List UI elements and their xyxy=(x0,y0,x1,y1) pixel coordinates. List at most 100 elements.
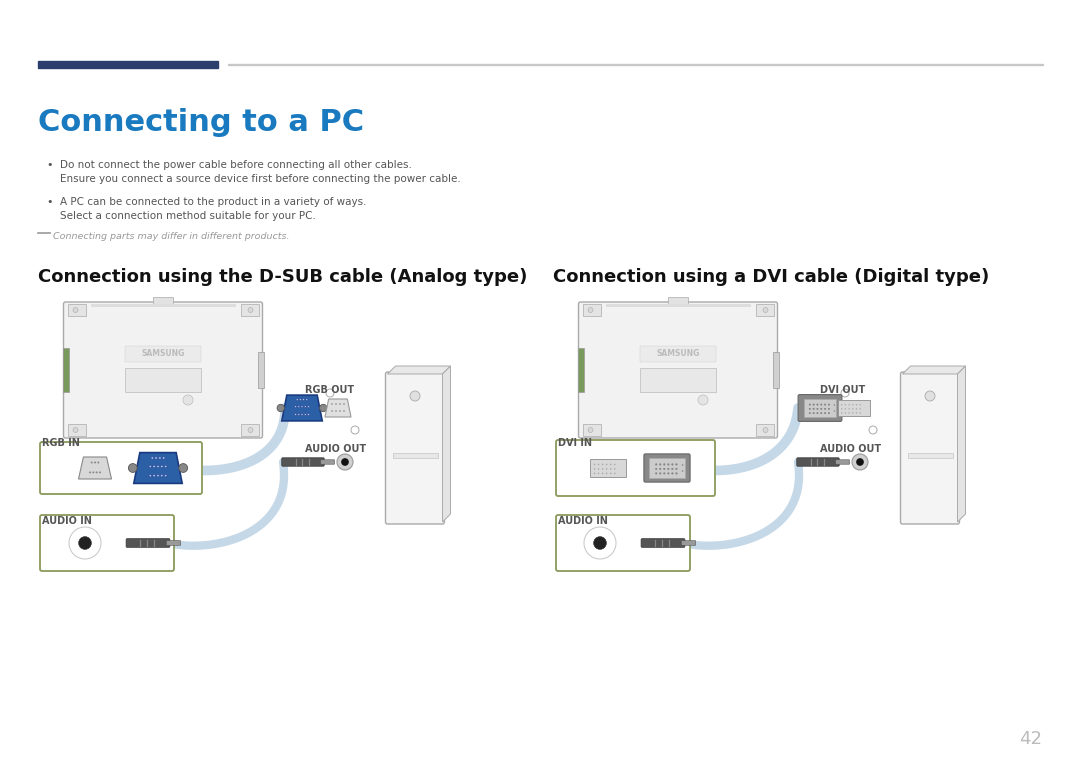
Circle shape xyxy=(924,391,935,401)
Circle shape xyxy=(606,472,607,475)
FancyBboxPatch shape xyxy=(64,302,262,438)
Circle shape xyxy=(681,470,684,472)
Circle shape xyxy=(343,403,345,405)
Bar xyxy=(67,424,85,436)
Circle shape xyxy=(660,468,661,470)
Circle shape xyxy=(698,395,708,405)
Circle shape xyxy=(594,468,595,470)
Circle shape xyxy=(660,464,661,465)
Circle shape xyxy=(660,472,661,475)
Circle shape xyxy=(73,307,78,313)
Text: A PC can be connected to the product in a variety of ways.: A PC can be connected to the product in … xyxy=(60,197,366,207)
Circle shape xyxy=(298,414,300,415)
Circle shape xyxy=(672,464,673,465)
Bar xyxy=(772,352,779,388)
Circle shape xyxy=(672,468,673,470)
Circle shape xyxy=(161,465,163,468)
Text: DVI IN: DVI IN xyxy=(558,438,592,448)
Circle shape xyxy=(602,468,604,470)
Circle shape xyxy=(813,408,814,410)
FancyBboxPatch shape xyxy=(166,541,180,546)
Bar xyxy=(582,424,600,436)
Circle shape xyxy=(869,426,877,434)
Circle shape xyxy=(597,468,599,470)
Bar xyxy=(606,304,751,307)
FancyBboxPatch shape xyxy=(556,440,715,496)
Text: Connecting parts may differ in different products.: Connecting parts may differ in different… xyxy=(53,232,289,241)
Circle shape xyxy=(613,472,616,475)
Circle shape xyxy=(667,464,670,465)
Bar xyxy=(590,459,626,477)
Circle shape xyxy=(828,404,829,405)
Bar xyxy=(63,348,68,392)
Circle shape xyxy=(597,472,599,475)
FancyBboxPatch shape xyxy=(386,372,445,524)
Text: DVI OUT: DVI OUT xyxy=(820,385,865,395)
Bar xyxy=(125,368,201,392)
Circle shape xyxy=(824,408,826,410)
Circle shape xyxy=(813,404,814,405)
Text: Connection using the D-SUB cable (Analog type): Connection using the D-SUB cable (Analog… xyxy=(38,268,527,286)
Circle shape xyxy=(849,404,850,405)
Circle shape xyxy=(816,412,819,414)
Circle shape xyxy=(852,412,853,414)
Circle shape xyxy=(335,410,337,412)
Circle shape xyxy=(588,307,593,313)
Circle shape xyxy=(606,468,607,470)
Polygon shape xyxy=(325,399,351,417)
Circle shape xyxy=(667,468,670,470)
Circle shape xyxy=(656,472,657,475)
Polygon shape xyxy=(79,457,111,479)
Text: Ensure you connect a source device first before connecting the power cable.: Ensure you connect a source device first… xyxy=(60,174,461,184)
Bar xyxy=(91,304,235,307)
Circle shape xyxy=(676,472,677,475)
Bar xyxy=(228,63,1043,65)
Circle shape xyxy=(308,406,310,407)
Circle shape xyxy=(809,404,811,405)
Circle shape xyxy=(153,475,156,477)
Circle shape xyxy=(305,414,307,415)
Circle shape xyxy=(332,403,333,405)
Circle shape xyxy=(93,472,94,473)
Circle shape xyxy=(163,457,165,459)
Circle shape xyxy=(602,464,604,465)
FancyBboxPatch shape xyxy=(321,460,335,464)
Bar xyxy=(804,399,836,417)
Circle shape xyxy=(301,406,303,407)
Circle shape xyxy=(813,412,814,414)
Polygon shape xyxy=(958,366,966,522)
Circle shape xyxy=(834,404,835,406)
Text: Connecting to a PC: Connecting to a PC xyxy=(38,108,364,137)
Bar xyxy=(257,352,264,388)
Circle shape xyxy=(606,464,607,465)
Text: Select a connection method suitable for your PC.: Select a connection method suitable for … xyxy=(60,211,315,221)
Circle shape xyxy=(157,465,159,468)
Bar xyxy=(125,346,201,362)
Circle shape xyxy=(306,398,308,401)
Circle shape xyxy=(656,464,657,465)
Circle shape xyxy=(828,408,829,410)
FancyBboxPatch shape xyxy=(681,541,696,546)
Circle shape xyxy=(762,427,768,433)
Circle shape xyxy=(663,468,665,470)
Circle shape xyxy=(157,475,159,477)
Circle shape xyxy=(824,412,826,414)
Circle shape xyxy=(149,465,151,468)
Circle shape xyxy=(610,464,611,465)
Circle shape xyxy=(326,389,334,397)
Circle shape xyxy=(816,404,819,405)
FancyBboxPatch shape xyxy=(798,394,842,421)
Circle shape xyxy=(295,406,297,407)
Circle shape xyxy=(154,457,158,459)
Bar xyxy=(838,400,870,416)
Circle shape xyxy=(597,464,599,465)
Circle shape xyxy=(821,408,822,410)
FancyBboxPatch shape xyxy=(642,539,685,547)
Text: SAMSUNG: SAMSUNG xyxy=(657,349,700,359)
Text: AUDIO OUT: AUDIO OUT xyxy=(820,444,881,454)
Circle shape xyxy=(610,472,611,475)
Circle shape xyxy=(335,403,337,405)
Text: AUDIO IN: AUDIO IN xyxy=(558,516,608,526)
Circle shape xyxy=(849,412,850,414)
Circle shape xyxy=(305,406,307,407)
